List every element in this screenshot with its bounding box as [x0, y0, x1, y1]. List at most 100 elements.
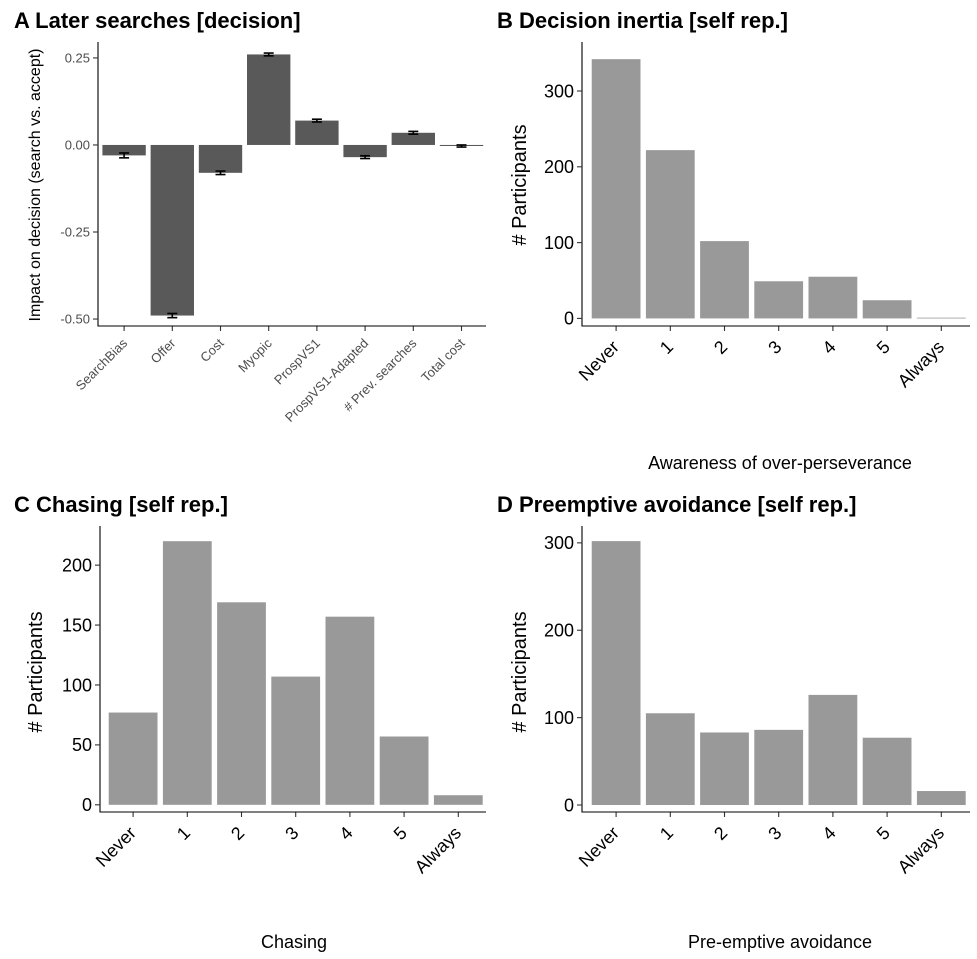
panel-a-y-tick-label: -0.25 — [60, 225, 90, 240]
panel-d-bar — [862, 737, 912, 806]
panel-c: C Chasing [self rep.] Never 1 2 3 4 5 Always 0 5… — [14, 492, 486, 952]
panel-a-bar — [343, 144, 387, 158]
panel-b-bar — [808, 276, 858, 319]
panel-b-x-tick-label: Always — [894, 337, 948, 391]
panel-b-x-tick-label: 1 — [656, 337, 677, 358]
panel-c-x-tick-label: 3 — [281, 823, 302, 844]
panel-a-error-bar — [360, 154, 371, 160]
panel-c-y-tick-label: 200 — [62, 555, 92, 575]
panel-b-y-tick-label: 200 — [544, 157, 574, 177]
panel-b-plot: Never 1 2 3 4 5 Always 0 100 200 300 # Participants — [509, 42, 970, 391]
panel-b-x-tick-label: 3 — [764, 337, 785, 358]
panel-d-bar — [700, 732, 749, 806]
panel-a-error-bar — [215, 170, 226, 176]
panel-c-bar — [271, 676, 321, 805]
panel-a-x-tick-label: Total cost — [418, 335, 468, 385]
panel-d-x-tick-label: 2 — [710, 823, 731, 844]
panel-d-ylabel: # Participants — [509, 611, 531, 732]
panel-b-xlabel: Awareness of over-perseverance — [648, 453, 912, 473]
panel-c-bar — [325, 616, 375, 805]
panel-a-error-bar — [456, 144, 467, 148]
panel-a-bar — [150, 144, 194, 316]
panel-c-y-tick-label: 100 — [62, 675, 92, 695]
panel-c-x-tick-label: Never — [92, 823, 140, 871]
panel-c-axes — [99, 526, 486, 813]
panel-d-title: D Preemptive avoidance [self rep.] — [497, 492, 856, 517]
panel-c-x-tick-label: 1 — [173, 823, 194, 844]
panel-d-bar — [591, 541, 641, 806]
panel-d-y-tick-label: 100 — [544, 708, 574, 728]
panel-c-y-tick-label: 50 — [72, 735, 92, 755]
panel-a-plot: SearchBias Offer Cost MyopicProspVS1ProspVS… — [27, 42, 486, 425]
panel-c-x-tick-label: 2 — [227, 823, 248, 844]
panel-a-bar — [247, 54, 291, 145]
panel-d-y-tick-label: 300 — [544, 533, 574, 553]
panel-a-bar — [295, 120, 339, 145]
panel-c-plot: Never 1 2 3 4 5 Always 0 50 100 150 200 # Participan… — [25, 526, 486, 877]
panel-b-bar — [591, 59, 641, 319]
panel-c-x-tick-label: Always — [411, 823, 465, 877]
panel-b-bar — [916, 317, 966, 319]
panel-b-y-tick-label: 100 — [544, 233, 574, 253]
panel-c-xlabel: Chasing — [261, 932, 327, 952]
panel-b-axes — [581, 42, 970, 327]
panel-a-x-tick-label: Cost — [197, 335, 227, 365]
panel-a-error-bar — [119, 152, 130, 159]
panel-b-y-tick-label: 300 — [544, 81, 574, 101]
panel-d-x-tick-label: 5 — [873, 823, 894, 844]
panel-b-bar — [700, 241, 749, 319]
panel-c-y-tick-label: 150 — [62, 615, 92, 635]
panel-a-x-tick-label: Offer — [148, 335, 179, 366]
panel-c-bar — [217, 602, 266, 805]
panel-a-x-tick-label: Myopic — [235, 335, 275, 375]
panel-c-bar — [433, 795, 483, 805]
panel-b-x-tick-label: 2 — [710, 337, 731, 358]
panel-d-xlabel: Pre-emptive avoidance — [688, 932, 872, 952]
panel-d-bar — [916, 791, 966, 806]
panel-a-bar — [102, 144, 146, 156]
panel-a-ylabel: Impact on decision (search vs. accept) — [27, 48, 44, 321]
panel-b: B Decision inertia [self rep.] Never 1 2 3 4… — [497, 8, 970, 473]
panel-d-x-tick-label: 3 — [764, 823, 785, 844]
panel-d-y-tick-label: 0 — [564, 795, 574, 815]
panel-d-bar — [808, 694, 858, 805]
panel-d-axes — [581, 526, 970, 813]
panel-c-bar — [162, 541, 212, 805]
panel-a-error-bar — [263, 52, 274, 57]
panel-a: A Later searches [decision] SearchBias Of… — [14, 8, 486, 425]
panel-a-x-tick-label: ProspVS1-Adapted — [282, 336, 371, 425]
panel-b-x-tick-label: 4 — [819, 337, 840, 358]
panel-c-x-tick-label: 4 — [336, 823, 357, 844]
panel-d-plot: Never 1 2 3 4 5 Always 0 100 200 300 # Participants — [509, 526, 970, 877]
panel-c-bar — [379, 736, 429, 805]
panel-a-bar — [198, 144, 243, 173]
panel-c-bar — [108, 712, 158, 805]
panel-c-ylabel: # Participants — [25, 611, 47, 732]
panel-c-y-tick-label: 0 — [82, 795, 92, 815]
panel-a-y-tick-label: 0.25 — [65, 50, 90, 65]
panel-d-y-tick-label: 200 — [544, 621, 574, 641]
panel-a-error-bar — [408, 130, 419, 135]
panel-a-axes — [97, 42, 486, 327]
panel-a-title: A Later searches [decision] — [14, 8, 301, 33]
panel-a-y-tick-label: 0.00 — [65, 138, 90, 153]
panel-b-bar — [862, 300, 912, 319]
panel-d: D Preemptive avoidance [self rep.] Never… — [497, 492, 970, 952]
panel-d-x-tick-label: 4 — [819, 823, 840, 844]
panel-a-error-bar — [311, 118, 322, 123]
panel-b-title: B Decision inertia [self rep.] — [497, 8, 788, 33]
panel-b-ylabel: # Participants — [509, 124, 531, 245]
panel-d-x-tick-label: 1 — [656, 823, 677, 844]
panel-b-x-tick-label: 5 — [873, 337, 894, 358]
panel-b-bar — [645, 150, 695, 319]
panel-c-x-tick-label: 5 — [390, 823, 411, 844]
panel-a-bar — [391, 132, 435, 145]
panel-a-error-bar — [167, 312, 178, 319]
panel-d-x-tick-label: Never — [575, 823, 623, 871]
panel-b-y-tick-label: 0 — [564, 309, 574, 329]
panel-d-bar — [754, 729, 804, 806]
panel-a-x-tick-label: SearchBias — [73, 335, 131, 393]
panel-c-title: C Chasing [self rep.] — [14, 492, 228, 517]
panel-b-x-tick-label: Never — [575, 337, 623, 385]
